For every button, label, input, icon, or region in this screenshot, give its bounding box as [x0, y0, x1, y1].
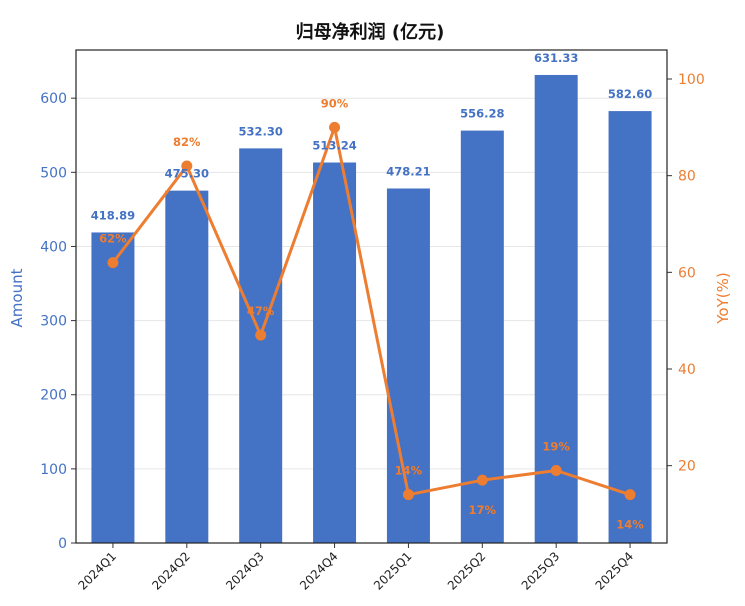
y-left-tick-label: 500	[40, 165, 67, 181]
yoy-point	[255, 329, 267, 341]
yoy-point	[107, 257, 119, 269]
y-left-tick-label: 300	[40, 314, 67, 330]
yoy-point	[624, 489, 636, 501]
yoy-point	[181, 160, 193, 172]
x-tick-label: 2025Q2	[445, 549, 489, 593]
y-axis-left-label: Amount	[8, 268, 26, 327]
y-left-tick-label: 400	[40, 239, 67, 255]
yoy-value-label: 82%	[173, 135, 201, 149]
bar-value-label: 475.30	[165, 167, 209, 181]
x-tick-label: 2025Q4	[593, 549, 637, 593]
bar-value-label: 418.89	[91, 208, 135, 222]
yoy-value-label: 19%	[542, 440, 570, 454]
bar	[460, 130, 504, 543]
bar-value-label: 631.33	[534, 51, 578, 65]
grid-lines	[76, 97, 667, 470]
yoy-value-label: 62%	[99, 232, 127, 246]
yoy-value-label: 17%	[469, 503, 497, 517]
bar	[608, 111, 652, 543]
bar	[534, 74, 578, 543]
x-tick-label: 2025Q1	[371, 549, 415, 593]
bar-value-label: 532.30	[238, 124, 282, 138]
yoy-value-label: 14%	[395, 464, 423, 478]
bar	[313, 162, 357, 543]
x-tick-label: 2024Q2	[149, 549, 193, 593]
yoy-line	[111, 125, 631, 497]
x-tick-label: 2024Q4	[297, 549, 341, 593]
yoy-point	[329, 121, 341, 133]
y-left-tick-label: 0	[58, 536, 67, 552]
plot-frame	[75, 49, 668, 544]
bar	[386, 188, 430, 543]
yoy-value-label: 90%	[321, 96, 349, 110]
data-labels: 418.89 475.30 532.30 513.24 478.21 556.28 631.…	[91, 51, 653, 532]
yoy-line-series	[107, 121, 636, 501]
yoy-value-label: 14%	[616, 518, 644, 532]
y-right-tick-label: 40	[678, 362, 696, 378]
x-tick-label: 2025Q3	[519, 549, 563, 593]
y-right-tick-label: 80	[678, 169, 696, 185]
y-right-tick-label: 20	[678, 459, 696, 475]
yoy-point	[402, 489, 414, 501]
bar	[239, 148, 283, 543]
yoy-value-label: 47%	[247, 304, 275, 318]
bar-value-label: 582.60	[608, 87, 652, 101]
x-tick-label: 2024Q1	[75, 549, 119, 593]
bar	[165, 190, 209, 543]
y-axis-right-label: YoY(%)	[714, 272, 732, 324]
yoy-point	[476, 474, 488, 486]
bar-series	[91, 74, 652, 544]
y-right-tick-label: 60	[678, 265, 696, 281]
x-tick-label: 2024Q3	[223, 549, 267, 593]
y-left-tick-label: 100	[40, 462, 67, 478]
y-left-tick-label: 600	[40, 91, 67, 107]
yoy-point	[550, 465, 562, 476]
y-left-tick-label: 200	[40, 388, 67, 404]
bar	[91, 232, 135, 544]
bar-value-label: 513.24	[312, 139, 356, 153]
chart-title: 归母净利润 (亿元)	[296, 21, 445, 43]
bar-value-label: 478.21	[386, 164, 430, 178]
y-right-tick-label: 100	[678, 72, 705, 88]
bar-value-label: 556.28	[460, 107, 504, 121]
